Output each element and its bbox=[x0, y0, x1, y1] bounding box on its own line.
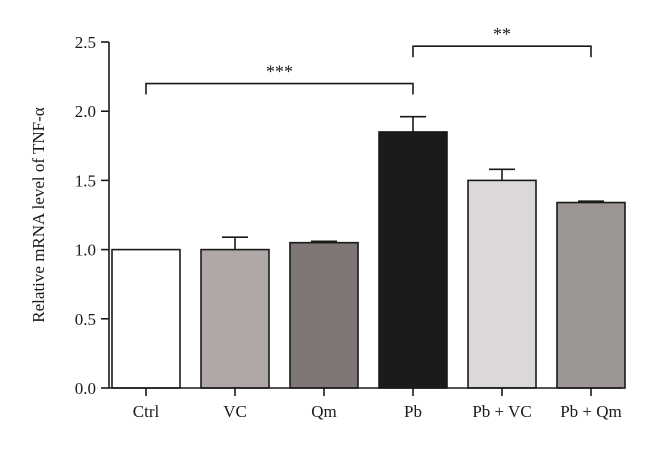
significance-label: ** bbox=[493, 24, 511, 44]
bar-pb-qm bbox=[556, 201, 626, 389]
bar-pb bbox=[378, 131, 448, 389]
y-tick-label: 1.5 bbox=[75, 171, 96, 190]
bar-qm bbox=[289, 241, 359, 389]
bar-ctrl bbox=[111, 248, 181, 389]
x-category-label: Ctrl bbox=[133, 402, 160, 421]
significance-label: *** bbox=[266, 62, 293, 82]
y-tick-label: 1.0 bbox=[75, 241, 96, 260]
error-bars-layer bbox=[222, 115, 604, 250]
y-tick-label: 0.0 bbox=[75, 379, 96, 398]
bars-layer bbox=[111, 131, 626, 389]
y-tick-label: 2.5 bbox=[75, 33, 96, 52]
bar-vc bbox=[200, 248, 270, 389]
x-category-label: Pb + Qm bbox=[560, 402, 622, 421]
y-axis-title: Relative mRNA level of TNF-α bbox=[29, 107, 48, 322]
x-category-label: Pb bbox=[404, 402, 422, 421]
x-category-label: Qm bbox=[311, 402, 337, 421]
significance-brackets: ***** bbox=[145, 24, 592, 95]
x-category-labels: Ctrl VC Qm Pb Pb + VC Pb + Qm bbox=[133, 388, 622, 421]
axes-layer bbox=[108, 42, 622, 389]
y-tick-label: 2.0 bbox=[75, 102, 96, 121]
y-ticks-layer: 0.0 0.5 1.0 1.5 2.0 2.5 bbox=[75, 33, 109, 398]
bar-pb-vc bbox=[467, 179, 537, 389]
x-category-label: Pb + VC bbox=[472, 402, 531, 421]
x-category-label: VC bbox=[223, 402, 247, 421]
significance-bracket bbox=[145, 82, 414, 95]
significance-bracket bbox=[412, 45, 592, 58]
y-tick-label: 0.5 bbox=[75, 310, 96, 329]
